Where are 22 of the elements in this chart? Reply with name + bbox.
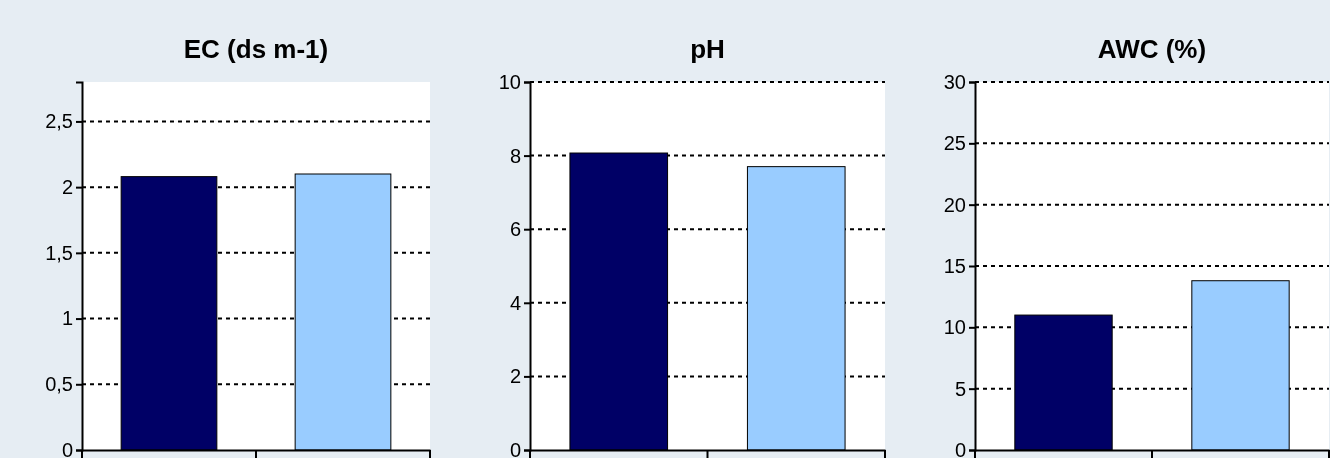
- y-tick-label: 0: [509, 438, 521, 458]
- y-tick-label: 2: [61, 176, 73, 199]
- chart-title: EC (ds m-1): [183, 34, 329, 64]
- y-tick-label: 0: [61, 438, 73, 458]
- y-tick-label: 30: [943, 70, 966, 93]
- y-tick-label: 4: [509, 291, 521, 314]
- y-tick-label: 10: [943, 316, 966, 339]
- y-tick-label: 8: [509, 144, 521, 167]
- y-tick-label: 1: [61, 307, 73, 330]
- y-tick-label: 25: [943, 132, 966, 155]
- y-tick-label: 15: [943, 254, 966, 277]
- y-tick-label: 2,5: [45, 110, 73, 133]
- y-tick-label: 20: [943, 193, 966, 216]
- y-tick-label: 5: [954, 377, 966, 400]
- y-tick-label: 0: [954, 438, 966, 458]
- y-tick-label: 10: [498, 70, 521, 93]
- y-tick-label: 0,5: [45, 373, 73, 396]
- y-tick-label: 6: [509, 218, 521, 241]
- y-tick-label: 2: [509, 365, 521, 388]
- chart-title: AWC (%): [1097, 34, 1207, 64]
- chart-title: pH: [690, 34, 725, 64]
- y-tick-label: 1,5: [45, 241, 73, 264]
